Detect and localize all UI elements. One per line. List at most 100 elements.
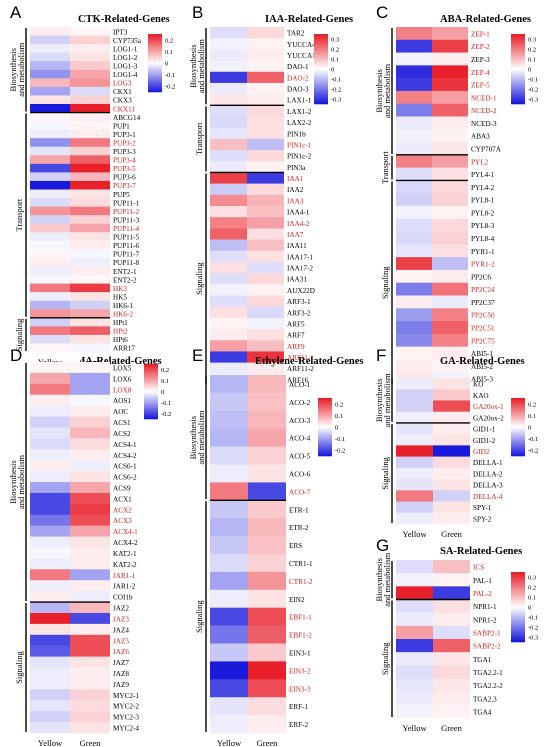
panel-f-letter: F [376,346,386,365]
panel-b-gene-label: YUCCA10 [287,52,320,60]
panel-d-gene-label: ACS2 [113,430,131,438]
panel-f-gene-label: GA20ox-1 [473,403,504,411]
panel-c-cell-nced-1-yellow [396,90,432,105]
panel-f-column-label: Yellow [402,529,427,539]
panel-d-cell-jaz7-green [70,656,110,668]
panel-e-cell-ein3-2-green [248,661,286,680]
panel-g-cell-tga2-2-2-yellow [396,678,433,692]
panel-a-colorbar-step [148,35,162,38]
panel-a-gene-label: PUP3-5 [113,165,136,173]
panel-c-cell-aba3-yellow [396,129,432,143]
panel-c-colorbar-step [511,60,525,63]
panel-d-colorbar-step [144,417,158,420]
panel-c-cell-pp2c6-green [432,269,468,284]
panel-a-cell-pup11-5-yellow [30,232,70,242]
panel-d-gene-label: JAZ9 [113,681,129,689]
panel-c-cell-pyl8-2-yellow [396,206,432,220]
panel-a-gene-label: PUP11-3 [113,216,139,224]
panel-e-gene-label: ETR-1 [289,506,309,514]
panel-b-colorbar-step [314,72,328,75]
panel-d-cell-acs1-green [70,416,110,428]
panel-a-cell-hpt1-green [70,317,110,327]
panel-g-colorbar-step [511,589,525,592]
panel-a-cell-pup11-5-green [70,232,110,242]
panel-f-colorbar-tick: 0.2 [528,401,536,408]
panel-f-colorbar-step [511,424,525,426]
panel-b-colorbar-step [314,55,328,58]
panel-e-title: Ethylene-Related-Genes [255,356,363,367]
panel-a-cell-pup3-4-green [70,155,110,165]
panel-a-cell-pup3-3-yellow [30,146,70,156]
panel-b-gene-label: PIN1c-1 [287,141,312,149]
panel-g-colorbar-step [511,580,525,583]
panel-c-cell-abi5-2-green [432,359,468,373]
panel-d-cell-lox6-green [70,372,110,385]
panel-a-gene-label: PUP11-2 [113,208,139,216]
panel-a-cell-pup3-5-green [70,163,110,173]
panel-e-colorbar-step [318,432,332,435]
panel-b-gene-label: DAO-3 [287,86,309,94]
panel-b-cell-arf7-yellow [210,329,247,341]
panel-g-colorbar-step [511,577,525,580]
panel-e-cell-ers-green [248,536,286,555]
panel-a-colorbar-step [148,52,162,55]
panel-d-cell-aos1-yellow [30,394,70,406]
panel-d-gene-label: ACX3 [113,517,132,525]
panel-g-colorbar-step [511,596,525,599]
panel-b-cell-iaa17-2-yellow [210,261,247,274]
panel-c-gene-label: ZEP-5 [471,82,490,90]
panel-g-colorbar-step [511,603,525,606]
panel-a-cell-hk6-2-green [70,309,110,319]
panel-c-colorbar-step [511,53,525,56]
panel-a-letter: A [10,3,22,22]
panel-f-colorbar-tick: -0.2 [528,448,538,455]
panel-f-gene-label: SPY-2 [473,515,492,523]
panel-b-group-label: Signaling [194,262,204,295]
panel-b-group-label: Biosynthesis [188,44,198,87]
panel-b-colorbar-step [314,76,328,79]
panel-d-colorbar-step [144,410,158,413]
panel-a-colorbar-step [148,38,162,41]
panel-a-cell-pup3-2-green [70,138,110,148]
panel-c-gene-label: CYP707A [471,145,502,153]
panel-g-colorbar-step [511,579,525,582]
panel-e-cell-ein3-1-yellow [210,643,248,662]
panel-b-gene-label: IAA1 [287,175,304,183]
panel-b-colorbar-step [314,65,328,68]
panel-a-cell-hpt1-yellow [30,317,70,327]
panel-a-group-label: Signaling [14,318,24,351]
panel-f-colorbar-tick: 0 [528,425,531,432]
panel-a-cell-hpt6-yellow [30,334,70,344]
panel-c-cell-cyp707a-yellow [396,142,432,156]
panel-c-cell-pp2c24-yellow [396,282,432,296]
panel-b-colorbar-step [314,79,328,82]
panel-c-gene-label: PYR1-1 [471,248,495,256]
panel-d-colorbar-step [144,379,158,381]
panel-a-cell-hk6-1-yellow [30,300,70,310]
panel-d-colorbar-tick: 0.2 [161,367,169,374]
panel-d-cell-acs2-yellow [30,427,70,439]
panel-d-gene-label: JAZ2 [113,605,129,613]
panel-c-colorbar-step [511,100,525,103]
panel-a-gene-label: PUP11-4 [113,225,139,233]
panel-d-column-label: Green [80,738,102,747]
panel-a-cell-pup11-2-green [70,206,110,216]
panel-a-colorbar-step [148,80,162,83]
panel-f-colorbar-step [511,447,525,450]
panel-a-cell-ckx11-green [70,103,110,113]
panel-e-colorbar-step [318,448,332,451]
panel-e-cell-ebf1-1-yellow [210,607,248,626]
panel-b-cell-pin1c-1-green [247,138,284,151]
panel-e-gene-label: EBF1-2 [289,632,312,640]
panel-b-cell-lax2-2-yellow [210,116,247,128]
panel-a-cell-ckx1-yellow [30,86,70,96]
panel-a-colorbar-step [148,73,162,75]
panel-e-cell-ctr1-2-green [248,571,286,591]
panel-e-gene-label: EIN3-3 [289,685,311,693]
panel-e-colorbar-step [318,409,332,412]
panel-e-cell-ein2-yellow [210,589,248,608]
panel-a-cell-log1-4-green [70,69,110,79]
panel-a-colorbar-tick: 0 [165,61,168,68]
panel-d-colorbar-step [144,416,158,418]
panel-f-gene-label: DELLA-4 [473,493,503,501]
